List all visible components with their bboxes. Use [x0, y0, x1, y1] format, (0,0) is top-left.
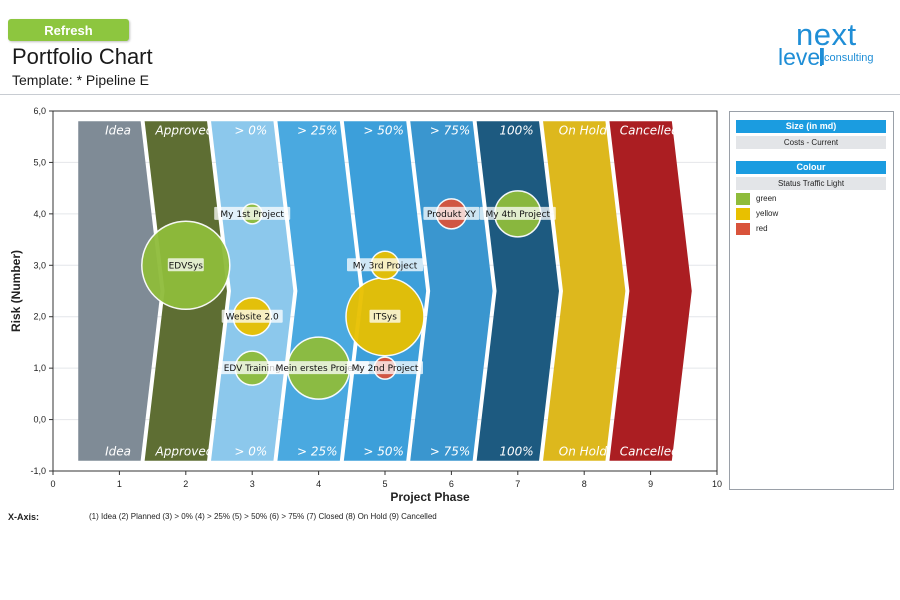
x-tick-label: 0	[50, 479, 55, 489]
y-tick-label: -1,0	[30, 466, 46, 476]
x-tick-label: 7	[515, 479, 520, 489]
phase-label-top: > 50%	[363, 123, 404, 137]
phase-label-bottom: > 50%	[363, 445, 404, 459]
legend-label-yellow: yellow	[756, 209, 779, 218]
logo-next-text: next	[796, 17, 857, 52]
legend-label-red: red	[756, 224, 768, 233]
bubble-label: Mein erstes Projekt	[276, 364, 362, 374]
phase-label-top: Cancelled	[620, 123, 679, 137]
bubble-label: My 3rd Project	[353, 261, 418, 271]
bubble-label: My 2nd Project	[352, 364, 419, 374]
phase-chevron-1	[78, 121, 161, 461]
y-tick-label: 0,0	[33, 415, 46, 425]
legend-size-header: Size (in md)	[736, 120, 886, 133]
bubble-label-bg	[479, 206, 556, 220]
phase-label-bottom: Cancelled	[620, 445, 679, 459]
y-tick-label: 5,0	[33, 157, 46, 167]
page-title: Portfolio Chart	[12, 44, 153, 69]
phase-label-top: > 75%	[430, 123, 471, 137]
bubble-label-bg	[423, 206, 480, 220]
y-tick-label: 2,0	[33, 312, 46, 322]
y-axis-title: Risk (Number)	[9, 250, 23, 332]
phase-chevron-3	[211, 121, 294, 461]
bubble-label: Produkt XY	[427, 210, 476, 220]
phase-label-top: > 25%	[297, 123, 338, 137]
x-tick-label: 9	[648, 479, 653, 489]
x-tick-label: 2	[183, 479, 188, 489]
phase-chevron-9	[609, 121, 692, 461]
phase-label-bottom: > 0%	[234, 445, 267, 459]
bubble-label-bg	[214, 206, 291, 220]
bubble-label-bg	[347, 361, 423, 375]
legend-colour-value: Status Traffic Light	[736, 177, 886, 190]
portfolio-bubble-chart: Idea Idea Approved Approved > 0% > 0% > 25% > 2…	[9, 106, 722, 504]
phase-label-bottom: Approved	[155, 445, 214, 459]
phase-label-top: On Hold	[559, 123, 608, 137]
phase-label-top: Approved	[155, 123, 214, 137]
legend-label-green: green	[756, 194, 777, 203]
phase-label-bottom: > 75%	[430, 445, 471, 459]
bubble-label: Website 2.0	[226, 313, 279, 323]
bubble-label-bg	[268, 361, 370, 375]
phase-label-top: Idea	[105, 123, 131, 137]
phase-label-bottom: On Hold	[559, 445, 608, 459]
refresh-button[interactable]: Refresh	[8, 19, 129, 41]
phase-label-bottom: Idea	[105, 445, 131, 459]
legend-swatch-green	[736, 193, 750, 205]
x-tick-label: 8	[582, 479, 587, 489]
x-axis-legend-title: X-Axis:	[8, 512, 40, 522]
bubble-label: EDV Training	[224, 364, 281, 374]
x-tick-label: 5	[382, 479, 387, 489]
bubble-label-bg	[167, 258, 204, 272]
phase-label-top: 100%	[499, 123, 533, 137]
bubble-label: ITSys	[373, 313, 397, 323]
logo-level-text: level	[778, 44, 826, 70]
bubble-label-bg	[347, 258, 423, 272]
logo-consulting-text: consulting	[824, 52, 874, 64]
legend-colour-header: Colour	[736, 161, 886, 174]
phase-label-bottom: > 25%	[297, 445, 338, 459]
y-tick-label: 1,0	[33, 363, 46, 373]
bubble-label: My 4th Project	[486, 210, 551, 220]
y-tick-label: 3,0	[33, 260, 46, 270]
phase-label-top: > 0%	[234, 123, 267, 137]
bubble-label: My 1st Project	[220, 210, 284, 220]
phase-chevron-8	[543, 121, 626, 461]
x-tick-label: 10	[712, 479, 722, 489]
x-tick-label: 6	[449, 479, 454, 489]
bubble-label-bg	[221, 309, 283, 323]
x-tick-label: 4	[316, 479, 321, 489]
x-tick-label: 1	[117, 479, 122, 489]
y-tick-label: 6,0	[33, 106, 46, 116]
company-logo: next level consulting	[776, 17, 888, 71]
logo-divider	[820, 48, 822, 66]
x-axis-legend-text: (1) Idea (2) Planned (3) > 0% (4) > 25% …	[89, 512, 437, 521]
bubble-label-bg	[369, 309, 401, 323]
template-label: Template: * Pipeline E	[12, 72, 149, 88]
legend-swatch-red	[736, 223, 750, 235]
legend-size-value: Costs - Current	[736, 136, 886, 149]
phase-chevron-6	[410, 121, 493, 461]
legend-panel: Size (in md) Costs - Current Colour Stat…	[729, 111, 894, 490]
header-divider	[0, 94, 900, 95]
x-tick-label: 3	[250, 479, 255, 489]
y-tick-label: 4,0	[33, 209, 46, 219]
legend-swatch-yellow	[736, 208, 750, 220]
x-axis-title: Project Phase	[390, 490, 470, 504]
bubble-label: EDVSys	[169, 261, 204, 271]
phase-label-bottom: 100%	[499, 445, 533, 459]
